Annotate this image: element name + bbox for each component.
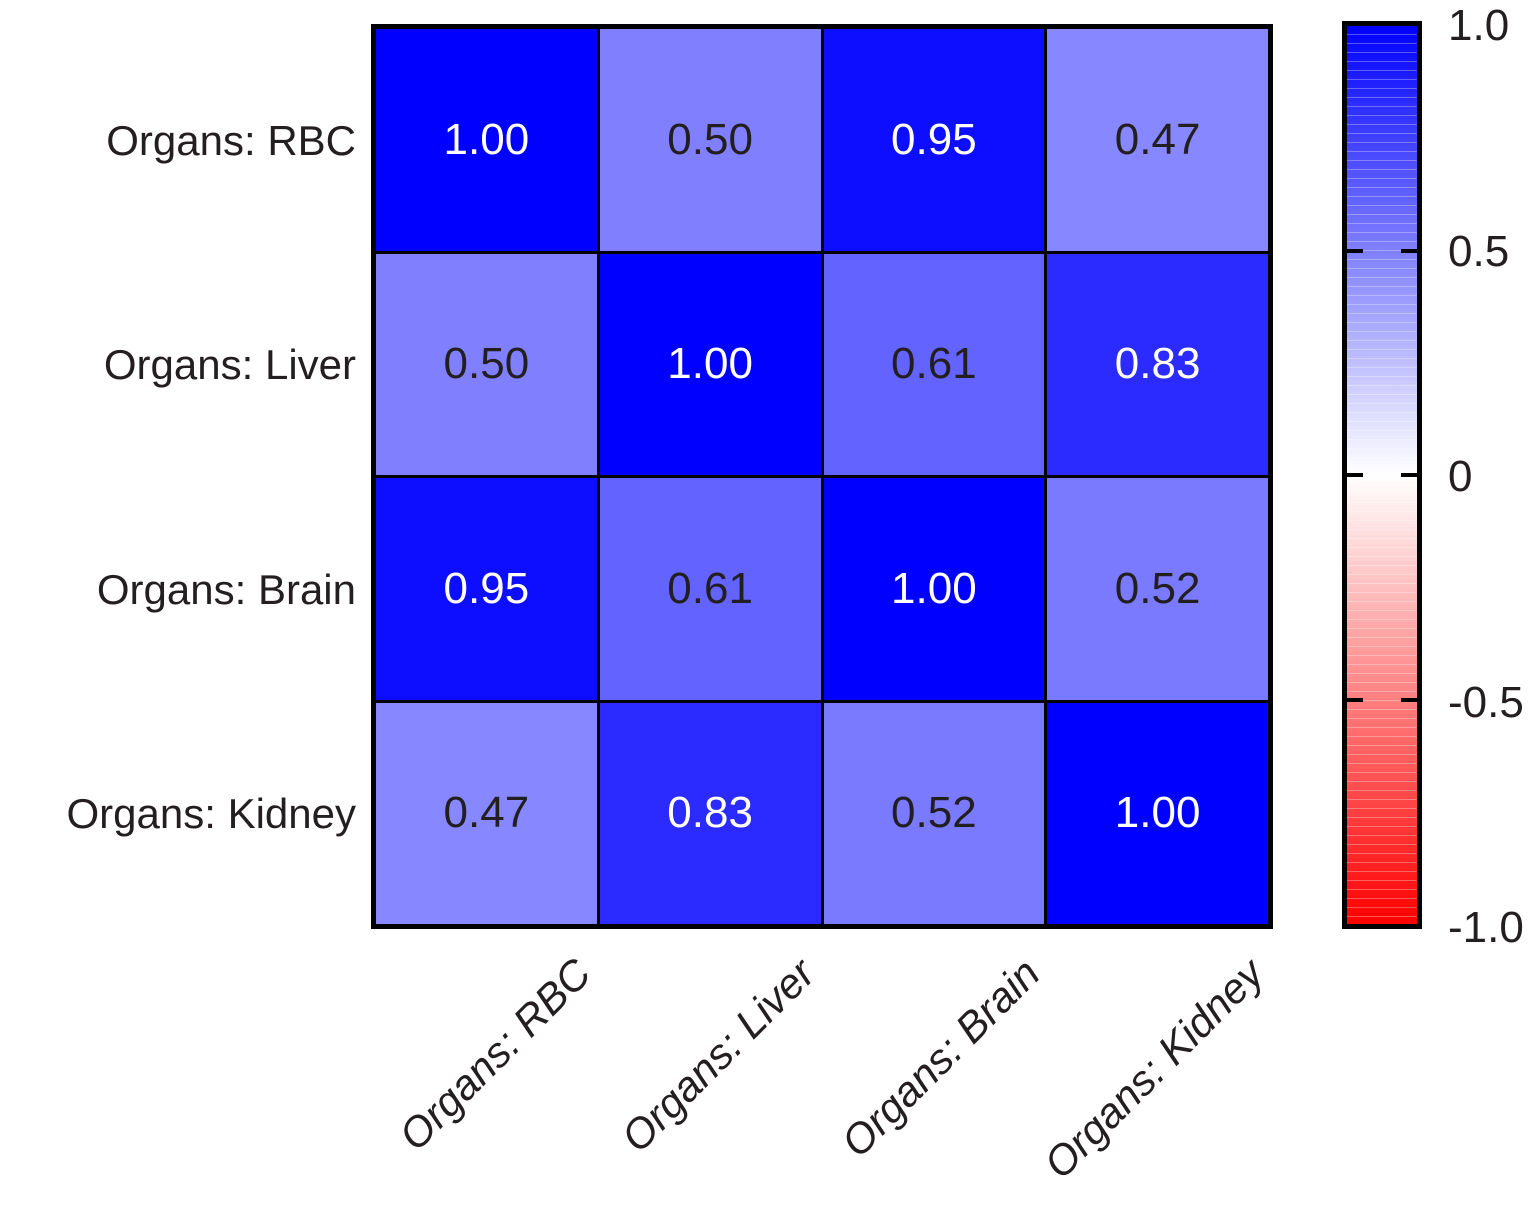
heatmap-cell-r0c0: 1.00	[376, 29, 597, 251]
heatmap-cell-r3c2: 0.52	[823, 702, 1045, 924]
colorbar-label-0.5: 0.5	[1448, 227, 1510, 276]
heatmap-cell-r0c3: 0.47	[1047, 29, 1268, 251]
heatmap-cell-r0c1: 0.50	[599, 29, 821, 251]
heatmap-cell-r2c3: 0.52	[1047, 478, 1268, 700]
y-axis-label-1: Organs: Liver	[103, 341, 356, 388]
colorbar-tick-right-0	[1401, 473, 1417, 477]
heatmap-cell-r1c2: 0.61	[823, 253, 1045, 475]
colorbar-tick-right-0.5	[1401, 249, 1417, 253]
colorbar	[1342, 21, 1422, 929]
colorbar-tick-left--0.5	[1347, 698, 1363, 702]
colorbar-tick-right--0.5	[1401, 698, 1417, 702]
y-axis-label-2: Organs: Brain	[96, 566, 356, 613]
heatmap-cell-r0c2: 0.95	[823, 29, 1045, 251]
colorbar-label--1.0: -1.0	[1448, 903, 1524, 952]
heatmap-cell-r2c0: 0.95	[376, 478, 597, 700]
colorbar-tick-left-0.5	[1347, 249, 1363, 253]
heatmap-cell-r1c0: 0.50	[376, 253, 597, 475]
heatmap-cell-r2c2: 1.00	[823, 478, 1045, 700]
heatmap-cell-r3c1: 0.83	[599, 702, 821, 924]
x-axis-label-0: Organs: RBC	[389, 949, 600, 1160]
heatmap-cell-r2c1: 0.61	[599, 478, 821, 700]
heatmap-grid: 1.00 0.50 0.95 0.47 0.50 1.00 0.61 0.83 0.95 0.61…	[371, 24, 1273, 929]
colorbar-label--0.5: -0.5	[1448, 678, 1524, 727]
colorbar-label-0: 0	[1448, 452, 1473, 501]
heatmap-cell-r1c3: 0.83	[1047, 253, 1268, 475]
heatmap-cell-r3c0: 0.47	[376, 702, 597, 924]
colorbar-tick-left-0	[1347, 473, 1363, 477]
y-axis-label-0: Organs: RBC	[106, 117, 356, 164]
heatmap-cell-r1c1: 1.00	[599, 253, 821, 475]
y-axis-label-3: Organs: Kidney	[66, 790, 357, 837]
heatmap-cell-r3c3: 1.00	[1047, 702, 1268, 924]
colorbar-label-1.0: 1.0	[1448, 1, 1510, 50]
